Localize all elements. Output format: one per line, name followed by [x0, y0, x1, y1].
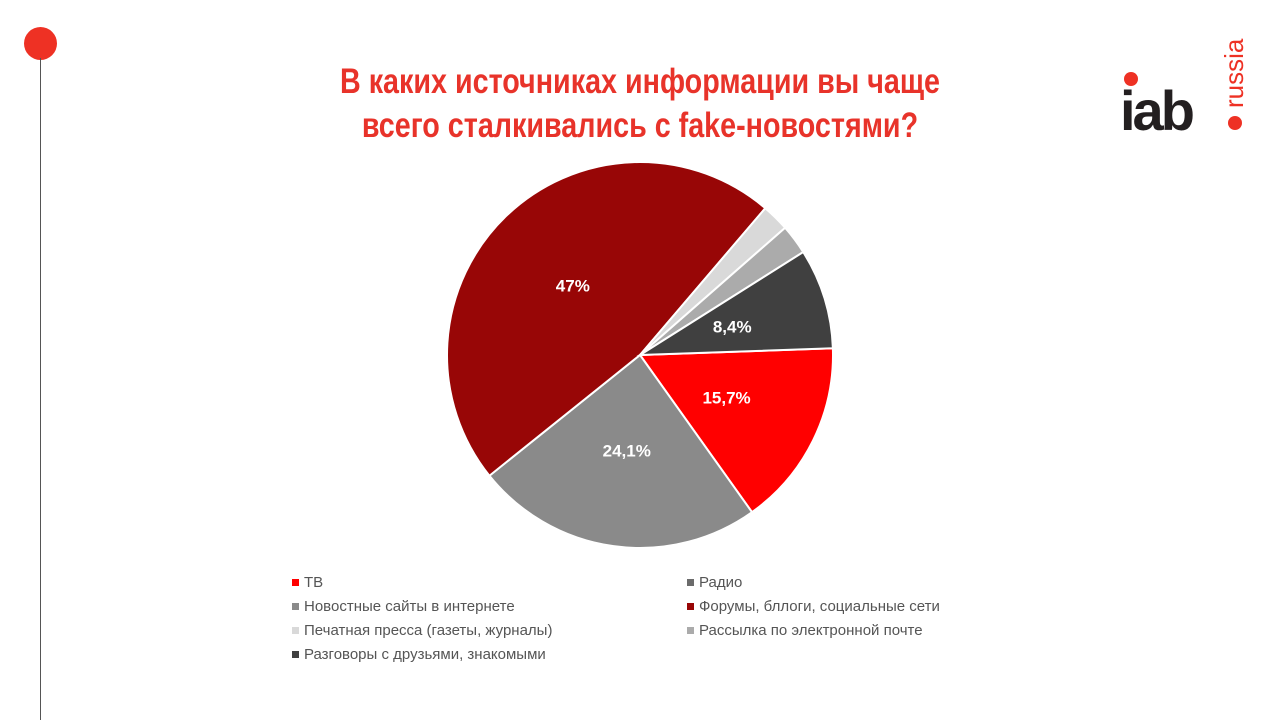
legend-swatch	[292, 626, 299, 634]
legend-item: ТВ	[292, 572, 687, 592]
legend-item: Разговоры с друзьями, знакомыми	[292, 644, 687, 664]
legend-swatch	[292, 602, 299, 610]
pie-slice	[446, 161, 767, 478]
pie-slice	[638, 347, 834, 514]
legend-swatch	[292, 578, 299, 586]
legend-label: Радио	[699, 573, 743, 591]
legend-label: ТВ	[304, 573, 324, 591]
legend-label: Новостные сайты в интернете	[304, 597, 515, 615]
page-title: В каких источниках информации вы чаще вс…	[312, 60, 968, 148]
data-label: 15,7%	[702, 389, 750, 408]
data-label: 47%	[556, 277, 590, 296]
data-label: 8,4%	[713, 318, 752, 337]
decorative-vertical-line	[40, 58, 41, 720]
pie-chart: 15,7% 24,1% 47% 8,4%	[446, 161, 834, 549]
legend-label: Форумы, бллоги, социальные сети	[699, 597, 940, 615]
legend: ТВ Радио Новостные сайты в интернете Форумы…	[292, 572, 992, 664]
legend-swatch	[687, 578, 694, 586]
decorative-red-dot	[24, 27, 57, 60]
legend-swatch	[687, 602, 694, 610]
legend-item: Рассылка по электронной почте	[687, 620, 987, 640]
title-line-2: всего сталкивались с fake-новостями?	[361, 106, 919, 145]
svg-text:russia: russia	[1219, 38, 1249, 108]
pie-slice	[488, 353, 754, 549]
data-label: 24,1%	[603, 442, 651, 461]
legend-label: Разговоры с друзьями, знакомыми	[304, 645, 546, 663]
legend-swatch	[292, 650, 299, 658]
legend-label: Рассылка по электронной почте	[699, 621, 923, 639]
legend-item: Новостные сайты в интернете	[292, 596, 687, 616]
pie-slice	[636, 250, 834, 357]
title-line-1: В каких источниках информации вы чаще	[339, 62, 941, 101]
iab-russia-logo: iab russia	[1120, 38, 1249, 140]
legend-swatch	[687, 626, 694, 634]
legend-label: Печатная пресса (газеты, журналы)	[304, 621, 553, 639]
legend-item: Форумы, бллоги, социальные сети	[687, 596, 987, 616]
legend-item: Радио	[687, 572, 987, 592]
legend-item: Печатная пресса (газеты, журналы)	[292, 620, 687, 640]
svg-text:iab: iab	[1120, 79, 1193, 140]
